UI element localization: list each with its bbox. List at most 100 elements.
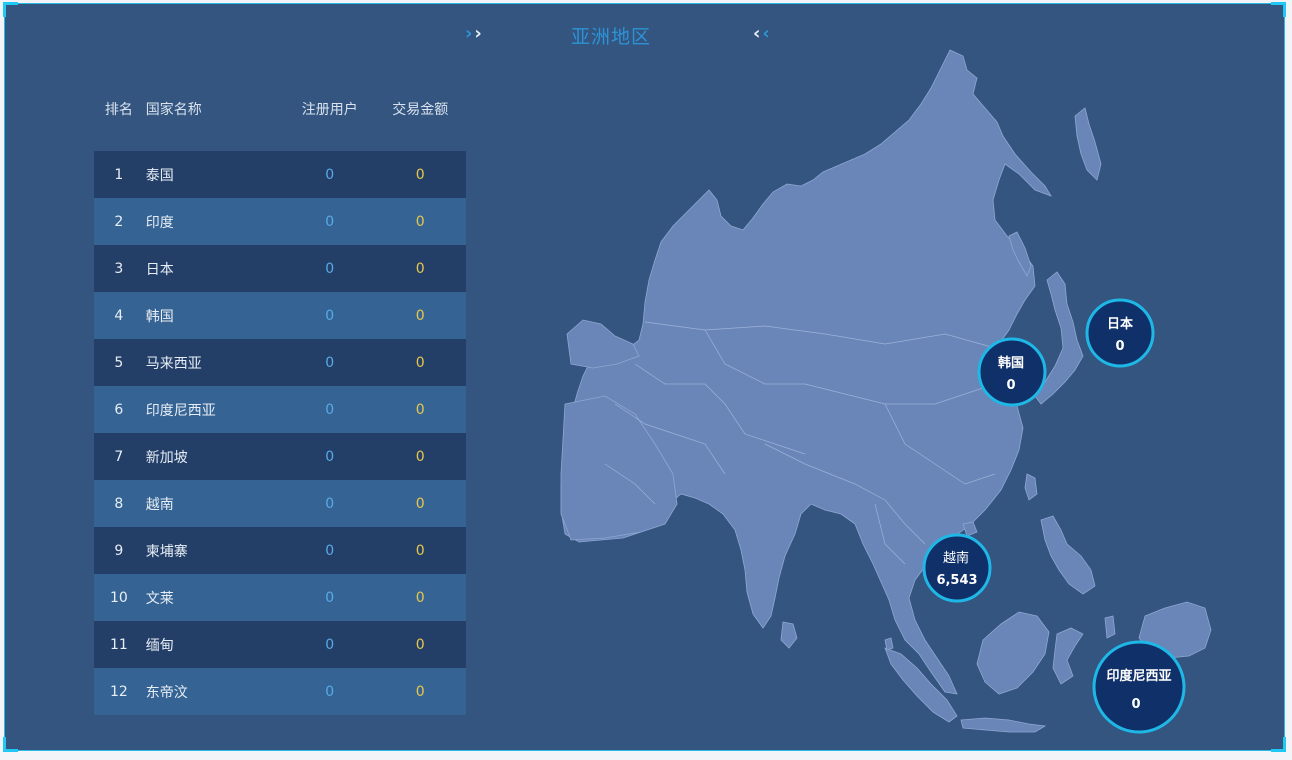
bubble-vietnam[interactable]: 越南 6,543 xyxy=(922,533,992,603)
table-row[interactable]: 6 印度尼西亚 0 0 xyxy=(94,386,466,433)
border-line xyxy=(604,463,656,505)
border-line xyxy=(764,443,926,545)
rank-cell: 8 xyxy=(94,480,144,527)
java-shape xyxy=(960,717,1047,733)
users-cell: 0 xyxy=(284,386,375,433)
sri-lanka-shape xyxy=(780,621,798,649)
column-header-rank: 排名 xyxy=(104,102,133,118)
border-line xyxy=(634,363,806,455)
country-cell: 日本 xyxy=(143,245,285,292)
hainan-shape xyxy=(962,521,978,537)
country-cell: 马来西亚 xyxy=(143,339,285,386)
country-borders xyxy=(604,321,996,565)
rank-cell: 10 xyxy=(94,574,144,621)
country-cell: 印度 xyxy=(143,198,285,245)
asia-map[interactable]: 日本 0 韩国 0 越南 6,543 印度尼西亚 0 xyxy=(5,4,1284,750)
country-cell: 缅甸 xyxy=(143,621,285,668)
bubble-country-label: 印度尼西亚 xyxy=(1106,668,1171,684)
amount-cell: 0 xyxy=(374,621,466,668)
table-row[interactable]: 11 缅甸 0 0 xyxy=(94,621,466,668)
island-shape xyxy=(1104,615,1116,639)
chevron-left-icon: ‹ xyxy=(753,23,761,44)
country-cell: 柬埔寨 xyxy=(143,527,285,574)
table-row[interactable]: 9 柬埔寨 0 0 xyxy=(94,527,466,574)
rank-cell: 7 xyxy=(94,433,144,480)
sulawesi-shape xyxy=(1052,627,1084,685)
kamchatka-shape xyxy=(1074,107,1102,181)
border-line xyxy=(704,329,996,405)
country-cell: 印度尼西亚 xyxy=(143,386,285,433)
table-row[interactable]: 5 马来西亚 0 0 xyxy=(94,339,466,386)
users-cell: 0 xyxy=(284,480,375,527)
amount-cell: 0 xyxy=(374,480,466,527)
rank-cell: 1 xyxy=(94,151,144,198)
table-row[interactable]: 10 文莱 0 0 xyxy=(94,574,466,621)
column-header-amount: 交易金额 xyxy=(392,102,449,118)
border-line xyxy=(874,503,906,565)
table-row[interactable]: 8 越南 0 0 xyxy=(94,480,466,527)
border-line xyxy=(884,403,996,485)
corner-decoration xyxy=(3,737,18,752)
amount-cell: 0 xyxy=(374,668,466,715)
sakhalin-shape xyxy=(1008,231,1032,277)
bubble-circle xyxy=(1092,640,1186,734)
asia-landmass xyxy=(560,49,1212,733)
asia-panel: › › 亚洲地区 ‹ ‹ 排名 国家名称 注册用户 交易金额 1 泰国 0 0 2 xyxy=(3,2,1286,752)
table-row[interactable]: 1 泰国 0 0 xyxy=(94,151,466,198)
users-cell: 0 xyxy=(284,433,375,480)
users-cell: 0 xyxy=(284,527,375,574)
arabian-peninsula-shape xyxy=(560,395,678,541)
country-cell: 新加坡 xyxy=(143,433,285,480)
country-cell: 越南 xyxy=(143,480,285,527)
country-cell: 文莱 xyxy=(143,574,285,621)
border-line xyxy=(614,403,726,475)
borneo-shape xyxy=(976,611,1050,695)
table-row[interactable]: 2 印度 0 0 xyxy=(94,198,466,245)
amount-cell: 0 xyxy=(374,433,466,480)
corner-decoration xyxy=(3,2,18,17)
amount-cell: 0 xyxy=(374,339,466,386)
users-cell: 0 xyxy=(284,339,375,386)
bubble-japan[interactable]: 日本 0 xyxy=(1085,298,1155,368)
prev-region-button[interactable]: ‹ ‹ xyxy=(753,22,770,46)
bubble-value-label: 6,543 xyxy=(936,573,977,588)
corner-decoration xyxy=(1271,2,1286,17)
bubble-indonesia[interactable]: 印度尼西亚 0 xyxy=(1092,640,1186,734)
table-row[interactable]: 7 新加坡 0 0 xyxy=(94,433,466,480)
rank-cell: 3 xyxy=(94,245,144,292)
bubble-value-label: 0 xyxy=(1115,339,1124,354)
rank-cell: 4 xyxy=(94,292,144,339)
table-body: 1 泰国 0 0 2 印度 0 0 3 日本 0 0 4 韩国 0 0 xyxy=(94,151,466,715)
japan-shape xyxy=(1034,271,1084,405)
users-cell: 0 xyxy=(284,668,375,715)
bubble-circle xyxy=(977,337,1047,407)
users-cell: 0 xyxy=(284,292,375,339)
users-cell: 0 xyxy=(284,245,375,292)
users-cell: 0 xyxy=(284,574,375,621)
table-row[interactable]: 12 东帝汶 0 0 xyxy=(94,668,466,715)
mainland-asia-shape xyxy=(560,49,1052,695)
amount-cell: 0 xyxy=(374,245,466,292)
amount-cell: 0 xyxy=(374,292,466,339)
bubble-circle xyxy=(1085,298,1155,368)
region-title: 亚洲地区 xyxy=(570,26,651,48)
rank-cell: 11 xyxy=(94,621,144,668)
rank-cell: 6 xyxy=(94,386,144,433)
rank-cell: 12 xyxy=(94,668,144,715)
island-shape xyxy=(884,637,894,651)
next-region-button[interactable]: › › xyxy=(465,22,482,46)
amount-cell: 0 xyxy=(374,198,466,245)
bubble-country-label: 韩国 xyxy=(998,355,1024,371)
table-header-row: 排名 国家名称 注册用户 交易金额 xyxy=(94,94,466,124)
table-row[interactable]: 4 韩国 0 0 xyxy=(94,292,466,339)
table-row[interactable]: 3 日本 0 0 xyxy=(94,245,466,292)
chevron-right-icon: › xyxy=(474,23,482,44)
chevron-left-icon: ‹ xyxy=(762,23,770,44)
column-header-users: 注册用户 xyxy=(301,102,358,118)
sumatra-shape xyxy=(884,647,958,723)
bubble-korea[interactable]: 韩国 0 xyxy=(977,337,1047,407)
taiwan-shape xyxy=(1024,473,1038,501)
rank-cell: 9 xyxy=(94,527,144,574)
amount-cell: 0 xyxy=(374,574,466,621)
corner-decoration xyxy=(1271,737,1286,752)
